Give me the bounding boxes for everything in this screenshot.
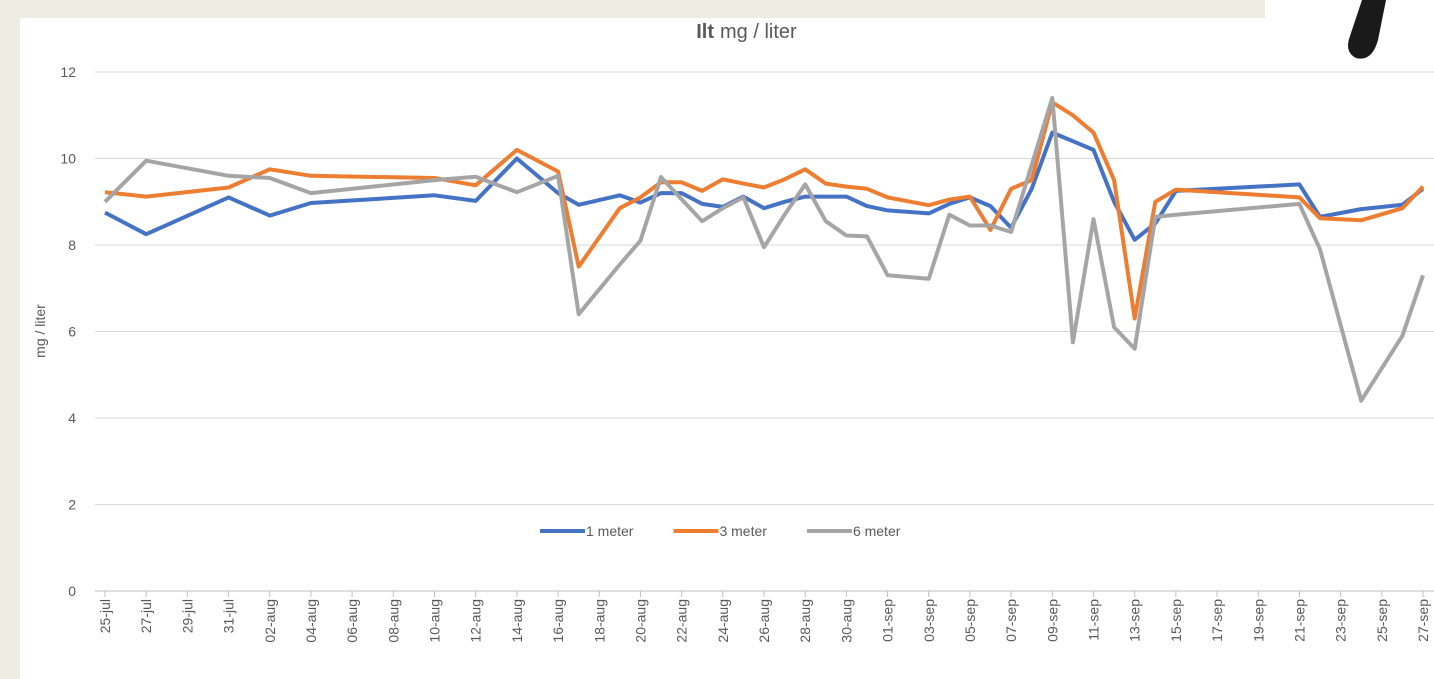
x-tick-label: 19-sep <box>1250 599 1266 642</box>
chart: Ilt mg / liter mg / liter 0 2 4 6 8 10 12 25-ju… <box>0 0 1434 679</box>
x-tick-label: 10-aug <box>427 599 443 643</box>
x-tick-label: 09-sep <box>1044 599 1060 642</box>
x-tick-label: 17-sep <box>1209 599 1225 642</box>
y-tick-label: 12 <box>60 64 76 80</box>
x-tick-label: 22-aug <box>674 599 690 643</box>
x-tick-label: 02-aug <box>262 599 278 643</box>
x-tick-label: 26-aug <box>756 599 772 643</box>
x-tick-label: 28-aug <box>797 599 813 643</box>
chart-area <box>20 18 1434 679</box>
chart-title: Ilt <box>696 21 714 43</box>
x-tick-label: 11-sep <box>1086 599 1102 641</box>
x-tick-label: 08-aug <box>385 599 401 643</box>
x-tick-label: 04-aug <box>303 599 319 643</box>
x-tick-label: 14-aug <box>509 599 525 643</box>
x-tick-label: 27-sep <box>1415 599 1431 642</box>
x-tick-label: 23-sep <box>1333 599 1349 642</box>
x-tick-label: 30-aug <box>838 599 854 643</box>
x-tick-label: 13-sep <box>1127 599 1143 642</box>
y-axis-label: mg / liter <box>32 304 48 358</box>
x-tick-label: 31-jul <box>221 599 237 633</box>
x-tick-label: 21-sep <box>1291 599 1307 642</box>
y-tick-label: 0 <box>68 583 76 599</box>
x-tick-label: 27-jul <box>138 599 154 633</box>
x-tick-label: 01-sep <box>880 599 896 642</box>
x-tick-label: 25-sep <box>1374 599 1390 642</box>
x-tick-label: 16-aug <box>550 599 566 643</box>
legend-label: 6 meter <box>853 523 901 539</box>
x-tick-label: 03-sep <box>921 599 937 642</box>
y-tick-label: 4 <box>68 410 76 426</box>
legend-label: 1 meter <box>586 523 634 539</box>
x-tick-label: 29-jul <box>179 599 195 633</box>
legend-label: 3 meter <box>719 523 767 539</box>
x-tick-label: 15-sep <box>1168 599 1184 642</box>
corner-area <box>1265 0 1434 18</box>
y-tick-label: 2 <box>68 497 76 513</box>
x-tick-label: 12-aug <box>468 599 484 643</box>
page: Ilt mg / liter mg / liter 0 2 4 6 8 10 12 25-ju… <box>0 0 1434 679</box>
x-tick-label: 18-aug <box>591 599 607 643</box>
chart-subtitle: mg / liter <box>720 21 797 43</box>
y-tick-label: 8 <box>68 237 76 253</box>
x-tick-label: 24-aug <box>715 599 731 643</box>
x-tick-label: 25-jul <box>97 599 113 633</box>
x-tick-label: 05-sep <box>962 599 978 642</box>
x-tick-label: 06-aug <box>344 599 360 643</box>
x-tick-label: 07-sep <box>1003 599 1019 642</box>
x-tick-label: 20-aug <box>632 599 648 643</box>
y-tick-label: 6 <box>68 324 76 340</box>
y-tick-label: 10 <box>60 151 76 167</box>
